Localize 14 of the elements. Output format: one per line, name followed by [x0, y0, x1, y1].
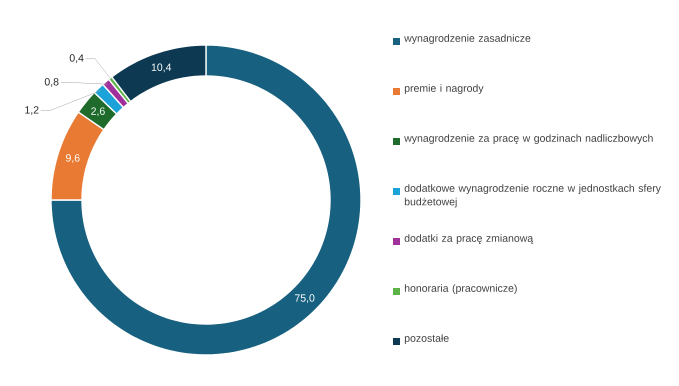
legend-label: wynagrodzenie za pracę w godzinach nadliczbowych — [404, 134, 653, 144]
legend-label: dodatki za pracę zmianową — [404, 234, 534, 244]
data-label: 75,0 — [294, 294, 314, 303]
legend-label: dodatkowe wynagrodzenie roczne w jednostkach sfery budżetowej — [404, 184, 661, 208]
legend-label: premie i nagrody — [404, 84, 484, 94]
data-label: 2,6 — [91, 107, 105, 116]
legend-label: wynagrodzenie zasadnicze — [404, 34, 530, 44]
legend-label: pozostałe — [404, 334, 449, 344]
data-label: 0,8 — [44, 78, 59, 87]
data-label: 9,6 — [66, 154, 80, 163]
legend-label: honoraria (pracownicze) — [404, 284, 517, 294]
data-label: 10,4 — [152, 64, 172, 72]
data-label: 0,4 — [70, 54, 84, 63]
data-label: 1,2 — [25, 106, 39, 115]
